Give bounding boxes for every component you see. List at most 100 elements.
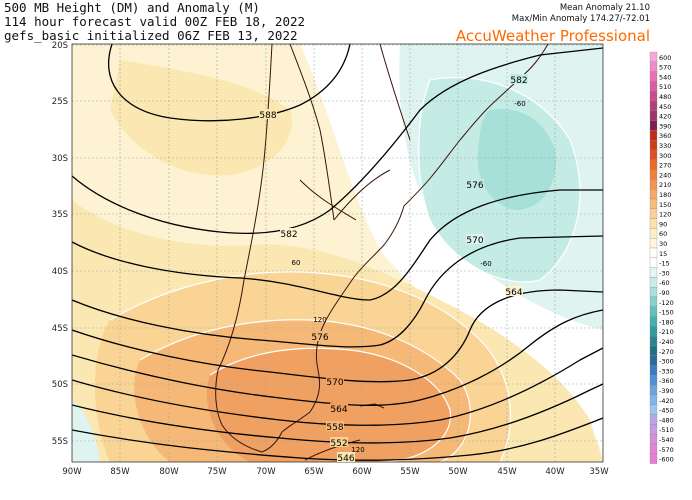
colorbar-label: -420 <box>659 397 674 405</box>
colorbar-label: -240 <box>659 338 674 346</box>
colorbar-swatch <box>649 404 658 415</box>
lon-label: 55W <box>400 467 420 477</box>
colorbar-label: -150 <box>659 309 674 317</box>
colorbar-label: -15 <box>659 260 670 268</box>
anomaly-label: 60 <box>292 259 301 267</box>
lon-label: 60W <box>352 467 372 477</box>
lat-label: 45S <box>52 324 68 334</box>
map-title-line1: 500 MB Height (DM) and Anomaly (M) <box>4 0 260 15</box>
colorbar-label: 60 <box>659 230 667 238</box>
colorbar-swatch <box>649 218 658 229</box>
colorbar-label: 210 <box>659 181 671 189</box>
lon-label: 75W <box>207 467 227 477</box>
colorbar-label: 180 <box>659 191 671 199</box>
contour-label: 564 <box>505 288 522 298</box>
height-contours <box>72 44 603 461</box>
colorbar-swatch <box>649 189 658 200</box>
colorbar-swatch <box>649 61 658 72</box>
lat-label: 50S <box>52 380 68 390</box>
lon-label: 65W <box>304 467 324 477</box>
colorbar-label: -510 <box>659 426 674 434</box>
map-title-line2: 114 hour forecast valid 00Z FEB 18, 2022 <box>4 14 306 29</box>
colorbar-swatch <box>649 375 658 386</box>
lat-label: 25S <box>52 97 68 107</box>
colorbar-label: 540 <box>659 73 671 81</box>
colorbar-label: -270 <box>659 348 674 356</box>
map-area <box>72 44 603 462</box>
contour-label: 558 <box>326 423 343 433</box>
contour-label: 546 <box>337 454 354 464</box>
colorbar-label: -120 <box>659 299 674 307</box>
colorbar-label: 330 <box>659 142 671 150</box>
colorbar-label: -360 <box>659 377 674 385</box>
map-title-line3: gefs_basic initialized 06Z FEB 13, 2022 <box>4 28 298 43</box>
mean-anomaly: Mean Anomaly 21.10 <box>559 3 650 13</box>
colorbar-swatch <box>649 228 658 239</box>
colorbar-label: 420 <box>659 113 671 121</box>
colorbar-label: 300 <box>659 152 671 160</box>
colorbar-label: 150 <box>659 201 671 209</box>
colorbar-swatch <box>649 51 658 62</box>
anomaly-label: -60 <box>514 100 525 108</box>
colorbar-swatch <box>649 91 658 102</box>
lat-label: 35S <box>52 210 68 220</box>
colorbar-swatch <box>649 198 658 209</box>
colorbar-label: -180 <box>659 318 674 326</box>
colorbar-swatch <box>649 179 658 190</box>
colorbar-label: -570 <box>659 446 674 454</box>
anomaly-contour-labels: 60 120 120 -60 -60 <box>292 100 526 454</box>
colorbar-label: -60 <box>659 279 670 287</box>
maxmin-anomaly: Max/Min Anomaly 174.27/-72.01 <box>511 14 650 24</box>
colorbar-swatch <box>649 277 658 288</box>
colorbar-label: -480 <box>659 416 674 424</box>
lat-label: 30S <box>52 154 68 164</box>
colorbar-swatch <box>649 316 658 327</box>
lon-label: 35W <box>589 467 609 477</box>
contour-label: 570 <box>466 236 483 246</box>
anomaly-stats: Mean Anomaly 21.10 Max/Min Anomaly 174.2… <box>512 3 650 25</box>
colorbar-swatch <box>649 434 658 445</box>
lat-label: 40S <box>52 267 68 277</box>
colorbar-swatch <box>649 81 658 92</box>
brand-logo-text: AccuWeather Professional <box>455 27 650 45</box>
colorbar-swatch <box>649 443 658 454</box>
lon-label: 50W <box>448 467 468 477</box>
contour-label: 588 <box>259 111 276 121</box>
coastlines <box>215 44 549 461</box>
colorbar-label: 240 <box>659 171 671 179</box>
colorbar-swatch <box>649 169 658 180</box>
lat-labels: 20S 25S 30S 35S 40S 45S 50S 55S <box>52 41 68 447</box>
title-block: 500 MB Height (DM) and Anomaly (M) 114 h… <box>4 1 305 43</box>
anomaly-label: 120 <box>313 316 326 324</box>
colorbar-label: 390 <box>659 122 671 130</box>
colorbar-label: 600 <box>659 54 671 62</box>
contour-label: 570 <box>326 378 343 388</box>
colorbar-swatch <box>649 326 658 337</box>
colorbar-label: 90 <box>659 220 667 228</box>
anomaly-fill-60b <box>110 60 292 176</box>
colorbar-label: -450 <box>659 407 674 415</box>
colorbar-swatch <box>649 306 658 317</box>
colorbar-swatch <box>649 238 658 249</box>
colorbar-swatch <box>649 149 658 160</box>
colorbar-swatch <box>649 120 658 131</box>
colorbar-label: 270 <box>659 162 671 170</box>
lon-labels: 90W 85W 80W 75W 70W 65W 60W 55W 50W 45W … <box>62 467 609 477</box>
colorbar-swatch <box>649 247 658 258</box>
colorbar-label: -330 <box>659 367 674 375</box>
lon-label: 45W <box>497 467 517 477</box>
colorbar-label: 30 <box>659 240 667 248</box>
colorbar-swatch <box>649 424 658 435</box>
colorbar-swatch <box>649 267 658 278</box>
colorbar-swatch <box>649 296 658 307</box>
anomaly-fill-150 <box>206 348 451 462</box>
contour-label: 552 <box>330 439 347 449</box>
colorbar-label: 570 <box>659 64 671 72</box>
colorbar-swatch <box>649 355 658 366</box>
colorbar-swatch <box>649 140 658 151</box>
colorbar-label: -540 <box>659 436 674 444</box>
colorbar-label: 510 <box>659 83 671 91</box>
colorbar-swatch <box>649 365 658 376</box>
colorbar-swatch <box>649 414 658 425</box>
lon-label: 70W <box>256 467 276 477</box>
